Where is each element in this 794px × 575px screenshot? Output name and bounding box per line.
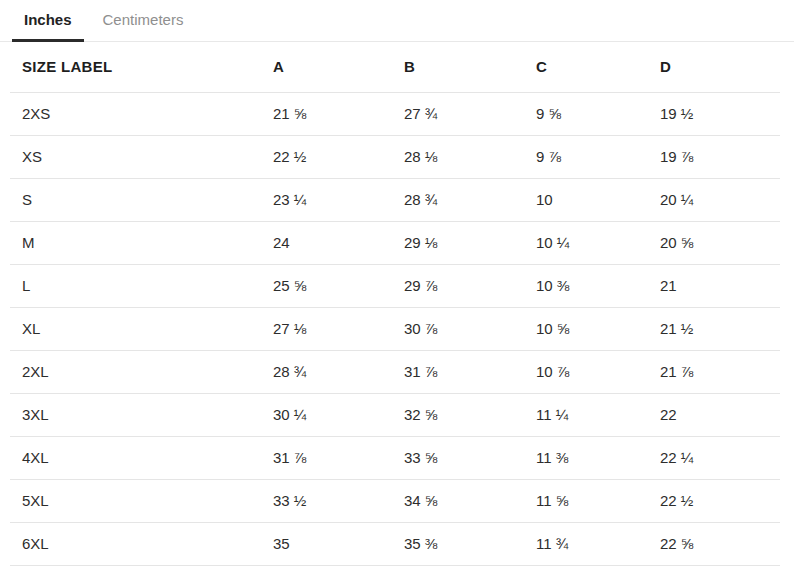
table-header-row: SIZE LABEL A B C D — [10, 42, 780, 92]
value-cell-a: 22 ½ — [261, 135, 392, 178]
value-cell-b: 35 ⅜ — [392, 522, 524, 565]
table-row: M 24 29 ⅛ 10 ¼ 20 ⅝ — [10, 221, 780, 264]
value-cell-c: 9 ⅝ — [524, 92, 648, 135]
value-cell-a: 27 ⅛ — [261, 307, 392, 350]
value-cell-d: 20 ¼ — [648, 178, 780, 221]
value-cell-b: 29 ⅞ — [392, 264, 524, 307]
value-cell-a: 33 ½ — [261, 479, 392, 522]
table-row: 2XS 21 ⅝ 27 ¾ 9 ⅝ 19 ½ — [10, 92, 780, 135]
value-cell-d: 22 ¼ — [648, 436, 780, 479]
header-d: D — [648, 42, 780, 92]
value-cell-b: 28 ⅛ — [392, 135, 524, 178]
value-cell-d: 21 ⅞ — [648, 350, 780, 393]
size-cell: S — [10, 178, 261, 221]
header-size-label: SIZE LABEL — [10, 42, 261, 92]
tab-inches[interactable]: Inches — [12, 12, 84, 42]
value-cell-c: 10 ⅜ — [524, 264, 648, 307]
value-cell-c: 11 ¼ — [524, 393, 648, 436]
table-row: 3XL 30 ¼ 32 ⅝ 11 ¼ 22 — [10, 393, 780, 436]
size-cell: M — [10, 221, 261, 264]
size-cell: 2XL — [10, 350, 261, 393]
table-row: L 25 ⅝ 29 ⅞ 10 ⅜ 21 — [10, 264, 780, 307]
table-row: 5XL 33 ½ 34 ⅝ 11 ⅝ 22 ½ — [10, 479, 780, 522]
value-cell-b: 31 ⅞ — [392, 350, 524, 393]
size-cell: L — [10, 264, 261, 307]
value-cell-c: 10 — [524, 178, 648, 221]
value-cell-b: 29 ⅛ — [392, 221, 524, 264]
value-cell-d: 22 — [648, 393, 780, 436]
table-row: 6XL 35 35 ⅜ 11 ¾ 22 ⅝ — [10, 522, 780, 565]
size-cell: 6XL — [10, 522, 261, 565]
value-cell-c: 10 ⅝ — [524, 307, 648, 350]
value-cell-c: 10 ⅞ — [524, 350, 648, 393]
value-cell-b: 30 ⅞ — [392, 307, 524, 350]
size-cell: XS — [10, 135, 261, 178]
value-cell-a: 28 ¾ — [261, 350, 392, 393]
value-cell-a: 21 ⅝ — [261, 92, 392, 135]
value-cell-a: 25 ⅝ — [261, 264, 392, 307]
size-chart-table: SIZE LABEL A B C D 2XS 21 ⅝ 27 ¾ 9 ⅝ 19 … — [10, 42, 780, 566]
value-cell-c: 11 ¾ — [524, 522, 648, 565]
value-cell-a: 35 — [261, 522, 392, 565]
value-cell-b: 34 ⅝ — [392, 479, 524, 522]
value-cell-d: 22 ⅝ — [648, 522, 780, 565]
value-cell-d: 22 ½ — [648, 479, 780, 522]
table-row: 2XL 28 ¾ 31 ⅞ 10 ⅞ 21 ⅞ — [10, 350, 780, 393]
value-cell-c: 11 ⅜ — [524, 436, 648, 479]
table-row: XS 22 ½ 28 ⅛ 9 ⅞ 19 ⅞ — [10, 135, 780, 178]
table-row: S 23 ¼ 28 ¾ 10 20 ¼ — [10, 178, 780, 221]
header-c: C — [524, 42, 648, 92]
size-guide-panel: Inches Centimeters SIZE LABEL A B C D 2X… — [0, 0, 794, 566]
value-cell-c: 9 ⅞ — [524, 135, 648, 178]
value-cell-b: 33 ⅝ — [392, 436, 524, 479]
table-row: XL 27 ⅛ 30 ⅞ 10 ⅝ 21 ½ — [10, 307, 780, 350]
value-cell-d: 21 — [648, 264, 780, 307]
header-b: B — [392, 42, 524, 92]
size-cell: 3XL — [10, 393, 261, 436]
size-cell: XL — [10, 307, 261, 350]
size-cell: 4XL — [10, 436, 261, 479]
unit-tabbar: Inches Centimeters — [0, 0, 794, 42]
value-cell-d: 19 ½ — [648, 92, 780, 135]
size-cell: 5XL — [10, 479, 261, 522]
size-cell: 2XS — [10, 92, 261, 135]
value-cell-d: 20 ⅝ — [648, 221, 780, 264]
value-cell-a: 30 ¼ — [261, 393, 392, 436]
value-cell-d: 19 ⅞ — [648, 135, 780, 178]
value-cell-b: 27 ¾ — [392, 92, 524, 135]
value-cell-a: 31 ⅞ — [261, 436, 392, 479]
tab-centimeters[interactable]: Centimeters — [91, 12, 196, 42]
table-row: 4XL 31 ⅞ 33 ⅝ 11 ⅜ 22 ¼ — [10, 436, 780, 479]
value-cell-d: 21 ½ — [648, 307, 780, 350]
value-cell-b: 28 ¾ — [392, 178, 524, 221]
value-cell-a: 23 ¼ — [261, 178, 392, 221]
value-cell-c: 10 ¼ — [524, 221, 648, 264]
value-cell-c: 11 ⅝ — [524, 479, 648, 522]
header-a: A — [261, 42, 392, 92]
value-cell-b: 32 ⅝ — [392, 393, 524, 436]
value-cell-a: 24 — [261, 221, 392, 264]
